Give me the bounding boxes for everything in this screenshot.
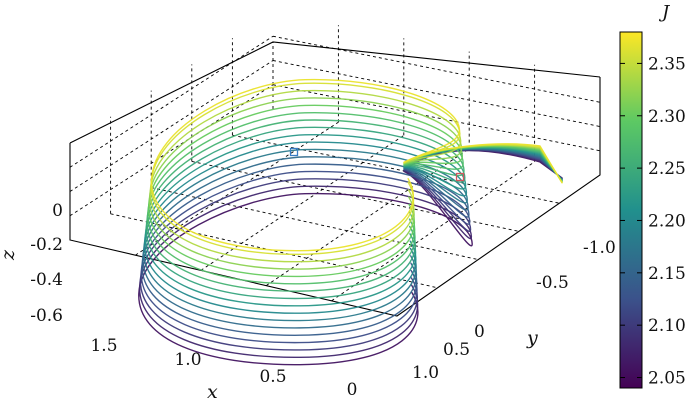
x-tick-label: 0 bbox=[347, 380, 358, 400]
x-tick-label: 1.0 bbox=[174, 350, 201, 370]
y-tick-label: 1.0 bbox=[412, 363, 439, 383]
colorbar-tick-label: 2.20 bbox=[648, 211, 686, 231]
y-tick-label: 0.5 bbox=[443, 340, 470, 360]
trajectory-line bbox=[141, 148, 563, 336]
marker-square bbox=[289, 147, 299, 157]
y-tick-label: -0.5 bbox=[536, 273, 569, 293]
x-tick-label: 0.5 bbox=[259, 367, 286, 387]
trajectories bbox=[138, 78, 563, 366]
trajectory-line bbox=[149, 89, 563, 263]
trajectory-line bbox=[150, 82, 563, 256]
colorbar-tick-label: 2.35 bbox=[648, 54, 686, 74]
z-tick-label: 0 bbox=[52, 201, 63, 221]
colorbar-gradient bbox=[619, 31, 643, 389]
colorbar-tick-label: 2.30 bbox=[648, 107, 686, 127]
x-axis-label: x bbox=[207, 381, 218, 403]
x-tick-label: 1.5 bbox=[90, 336, 117, 356]
markers bbox=[289, 147, 465, 182]
colorbar-tick-label: 2.05 bbox=[648, 369, 686, 389]
colorbar: 2.05 2.10 2.15 2.20 2.25 2.30 2.35 bbox=[619, 31, 686, 389]
z-tick-label: -0.4 bbox=[30, 270, 63, 290]
axes-box bbox=[69, 41, 601, 317]
colorbar-tick-label: 2.15 bbox=[648, 264, 686, 284]
trajectory-line bbox=[150, 78, 563, 252]
y-tick-label: 0 bbox=[474, 322, 485, 342]
trajectory-line bbox=[139, 149, 563, 351]
trajectory-line bbox=[138, 149, 563, 358]
colorbar-tick-label: 2.25 bbox=[648, 159, 686, 179]
colorbar-tick-label: 2.10 bbox=[648, 316, 686, 336]
z-tick-label: -0.6 bbox=[30, 306, 63, 326]
y-axis-label: y bbox=[526, 327, 538, 349]
marker-square bbox=[455, 172, 465, 182]
tick-labels: 1.51.00.501.00.50-0.5-1.00-0.2-0.4-0.6 bbox=[30, 201, 616, 400]
y-tick-label: -1.0 bbox=[583, 238, 616, 258]
trajectory-line bbox=[138, 149, 563, 366]
z-axis-label: z bbox=[0, 249, 19, 261]
z-tick-label: -0.2 bbox=[30, 235, 63, 255]
colorbar-label: J bbox=[658, 2, 671, 23]
